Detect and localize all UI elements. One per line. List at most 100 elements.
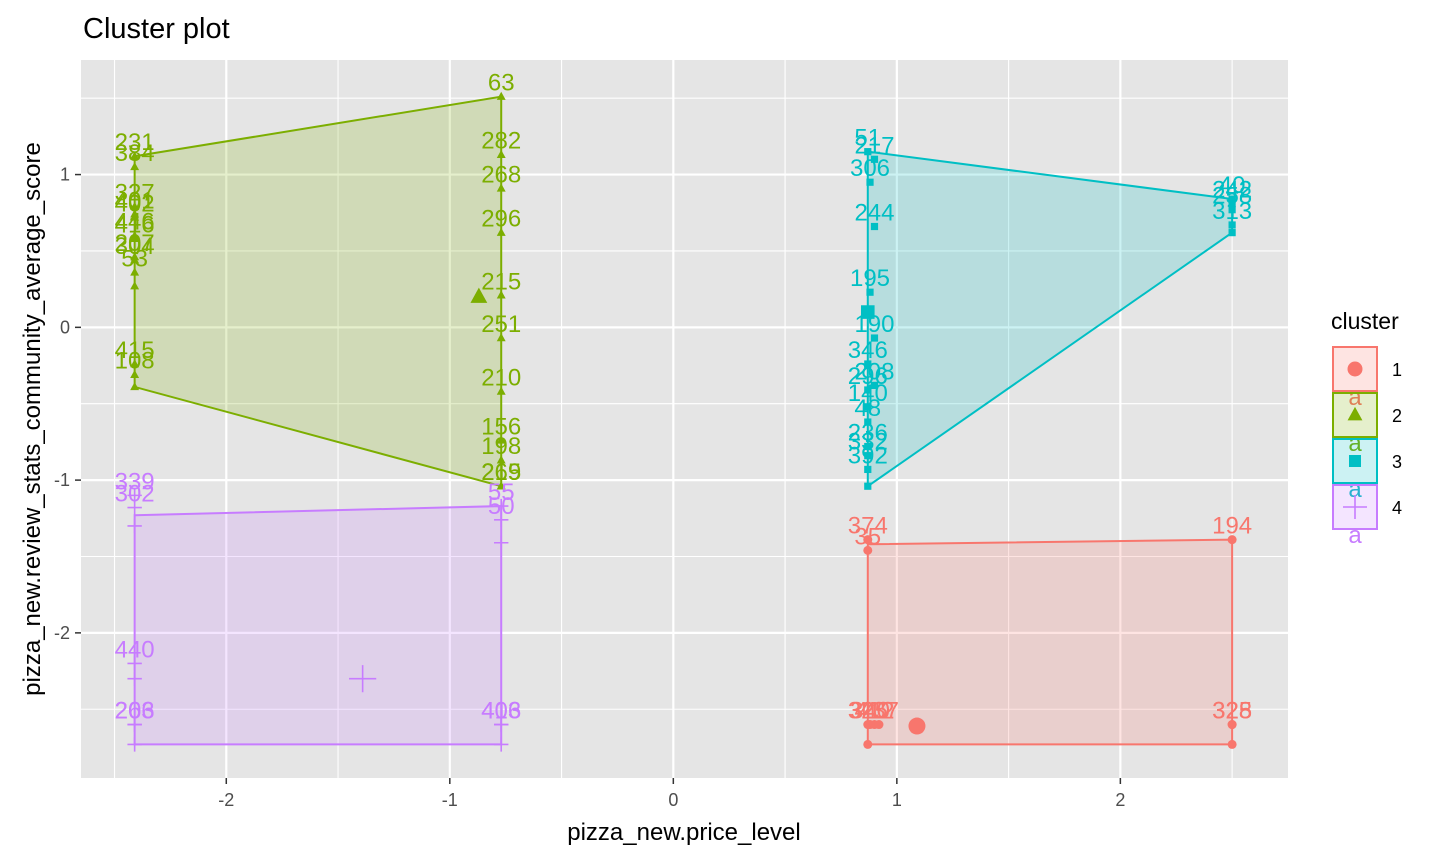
cluster-3-point-label: 51 — [854, 125, 881, 152]
cluster-4-point-label: 302 — [115, 481, 155, 508]
legend-marker-3 — [1349, 455, 1361, 467]
cluster-3-point — [864, 360, 872, 368]
cluster-4-point-label: 339 — [115, 468, 155, 495]
x-tick-label: 1 — [892, 790, 902, 810]
cluster-3-point — [864, 482, 872, 490]
cluster-3-point-label: 236 — [848, 419, 888, 446]
cluster-2-point-label: 415 — [115, 337, 155, 364]
cluster-2-point-label: 265 — [481, 459, 521, 486]
cluster-4-point — [494, 535, 509, 550]
cluster-3-point — [1228, 200, 1236, 208]
cluster-4-point-label: 440 — [115, 636, 155, 663]
cluster-2-point-label: 251 — [481, 311, 521, 338]
cluster-1-point-label: 412 — [854, 698, 894, 725]
chart-title: Cluster plot — [83, 13, 230, 45]
cluster-2-point — [496, 149, 506, 158]
cluster-4-point — [127, 717, 142, 732]
cluster-1-point-label: 340 — [850, 698, 890, 725]
cluster-2-point — [130, 212, 140, 221]
cluster-4-point — [127, 488, 142, 503]
cluster-2-point — [130, 233, 140, 242]
cluster-2-point — [130, 281, 140, 290]
cluster-2-point-label: 446 — [115, 209, 155, 236]
cluster-3-point-label: 332 — [848, 429, 888, 456]
cluster-3-point — [1228, 229, 1236, 237]
cluster-4-point — [127, 656, 142, 671]
legend: cluster a 1 a 2 a 3 a 4 — [1331, 308, 1402, 549]
cluster-2-point-label: 156 — [481, 413, 521, 440]
cluster-1-point-label: 35 — [854, 523, 881, 550]
cluster-4-point — [127, 518, 142, 534]
cluster-3-point — [864, 148, 872, 156]
cluster-3-point — [866, 178, 874, 186]
cluster-hulls — [133, 95, 1234, 746]
cluster-2-point — [130, 201, 140, 210]
cluster-2-point — [130, 162, 140, 171]
legend-label-1: 1 — [1392, 360, 1402, 380]
cluster-3-point-label: 40 — [1219, 172, 1246, 199]
y-tick-label: 1 — [60, 165, 70, 185]
cluster-4-hull — [133, 505, 503, 746]
legend-key-glyph-text: a — [1348, 476, 1362, 503]
cluster-1-point — [863, 545, 873, 555]
cluster-2-point-label: 327 — [115, 180, 155, 207]
cluster-1-point — [1227, 739, 1237, 749]
cluster-1-point-label: 194 — [1212, 513, 1252, 540]
cluster-1-point — [1227, 720, 1237, 730]
cluster-4-point-label: 55 — [488, 479, 515, 506]
legend-title: cluster — [1331, 308, 1399, 334]
cluster-3-point-label: 346 — [848, 337, 888, 364]
cluster-3-point-label: 296 — [848, 363, 888, 390]
cluster-4-point — [127, 500, 142, 515]
cluster-3-point — [1228, 195, 1236, 203]
x-axis-ticks: -2 -1 0 1 2 — [218, 778, 1125, 810]
cluster-3-point — [870, 222, 879, 231]
cluster-2-point-label: 231 — [115, 129, 155, 156]
cluster-2-point-label: 198 — [481, 433, 521, 460]
cluster-2-centroid — [470, 287, 488, 303]
legend-key-3 — [1332, 438, 1378, 484]
cluster-4-point — [494, 498, 509, 514]
cluster-3-point-label: 244 — [854, 200, 894, 227]
cluster-2-point — [496, 227, 506, 236]
cluster-2-point-label: 296 — [481, 206, 521, 233]
cluster-1-point-label: 325 — [1212, 698, 1252, 725]
cluster-1-point-label: 437 — [859, 698, 899, 725]
cluster-4-point-label: 416 — [481, 698, 521, 725]
cluster-2-point — [496, 91, 506, 100]
cluster-2-point — [130, 382, 140, 391]
cluster-2-point-label: 215 — [481, 268, 521, 295]
cluster-3-centroid — [860, 305, 875, 319]
cluster-4-centroid — [349, 665, 377, 693]
cluster-2-point — [130, 151, 140, 160]
cluster-3-point — [866, 288, 874, 296]
grid-lines — [81, 60, 1288, 778]
y-axis-title: pizza_new.review_stats_community_average… — [19, 142, 46, 696]
cluster-3-point-label: 190 — [854, 311, 894, 338]
x-tick-label: 0 — [668, 790, 678, 810]
x-tick-label: -1 — [442, 790, 458, 810]
cluster-3-point — [870, 381, 879, 389]
cluster-1-hull — [866, 538, 1234, 746]
cluster-2-point-label: 63 — [488, 70, 515, 97]
cluster-2-point — [130, 267, 140, 276]
cluster-4-point-label: 50 — [488, 493, 515, 520]
cluster-3-point — [870, 155, 879, 163]
cluster-3-point — [870, 334, 879, 342]
cluster-3-point — [1228, 206, 1236, 214]
cluster-2-point-label: 402 — [115, 190, 155, 217]
cluster-3-point — [864, 418, 872, 426]
cluster-4-point — [494, 737, 509, 752]
cluster-3-point-label: 313 — [1212, 198, 1252, 225]
cluster-1-point-label: 328 — [1212, 698, 1252, 725]
cluster-1-point — [874, 720, 884, 730]
cluster-3-point — [864, 386, 872, 394]
cluster-1-point — [1227, 535, 1237, 545]
legend-key-glyph-text: a — [1348, 430, 1362, 457]
y-tick-label: -1 — [54, 470, 70, 490]
cluster-3-point-label: 217 — [854, 132, 894, 159]
cluster-4-point-label: 403 — [481, 698, 521, 725]
cluster-2-point-label: 210 — [481, 365, 521, 392]
cluster-2-point-label: 219 — [481, 459, 521, 486]
